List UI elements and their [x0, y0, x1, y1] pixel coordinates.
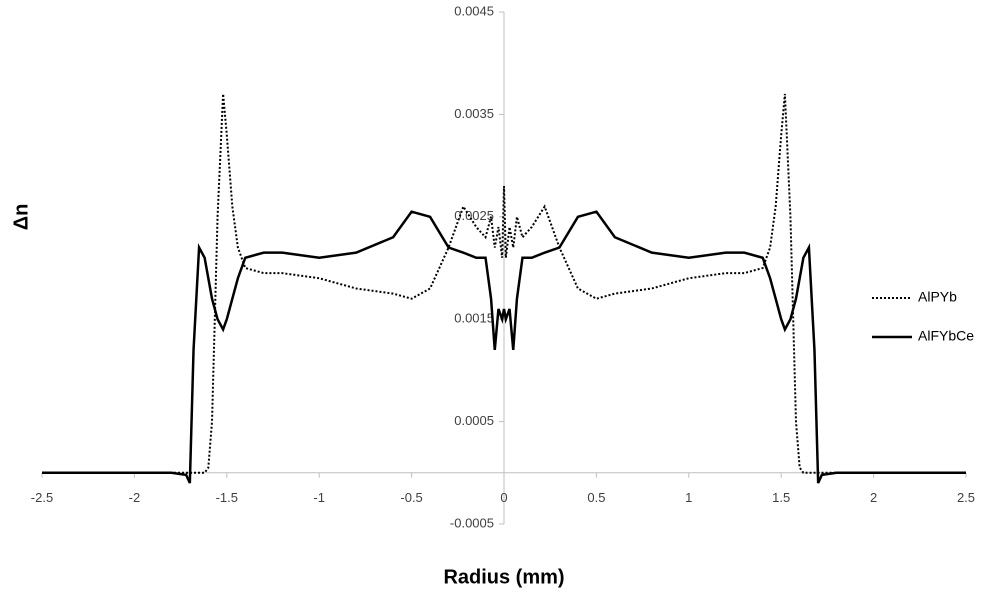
- x-tick-label: 1: [685, 490, 692, 505]
- y-tick-label: 0.0045: [454, 3, 494, 18]
- legend-label: AlPYb: [918, 289, 957, 305]
- x-tick-label: 1.5: [772, 490, 790, 505]
- x-axis-title: Radius (mm): [443, 566, 564, 588]
- x-tick-label: 2: [870, 490, 877, 505]
- x-tick-label: -1: [313, 490, 325, 505]
- x-tick-label: -2.5: [31, 490, 53, 505]
- x-tick-label: 0: [500, 490, 507, 505]
- series-line: [42, 93, 966, 474]
- x-tick-label: -2: [129, 490, 141, 505]
- x-tick-label: 2.5: [957, 490, 975, 505]
- x-tick-label: 0.5: [587, 490, 605, 505]
- y-tick-label: 0.0025: [454, 208, 494, 223]
- x-tick-label: -0.5: [400, 490, 422, 505]
- series-line: [42, 210, 966, 484]
- x-tick-label: -1.5: [216, 490, 238, 505]
- y-tick-label: 0.0005: [454, 413, 494, 428]
- y-tick-label: -0.0005: [450, 515, 494, 530]
- y-tick-label: 0.0015: [454, 311, 494, 326]
- y-tick-label: 0.0035: [454, 106, 494, 121]
- legend-label: AlFYbCe: [918, 328, 974, 344]
- y-axis-title: Δn: [10, 204, 32, 231]
